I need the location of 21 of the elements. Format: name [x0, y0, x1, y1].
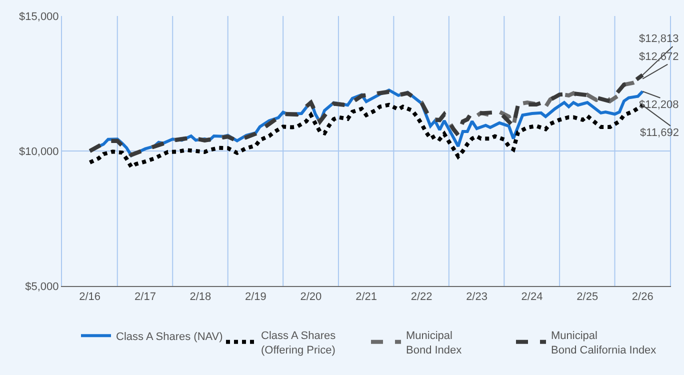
x-tick-label: 2/23 [466, 291, 488, 304]
x-tick-label: 2/22 [410, 291, 432, 304]
x-tick-label: 2/20 [300, 291, 322, 304]
legend-label: Class A Shares (Offering Price) [261, 330, 336, 356]
y-tick-label: $5,000 [25, 280, 59, 293]
x-tick-label: 2/19 [244, 291, 266, 304]
x-tick-label: 2/18 [190, 291, 212, 304]
x-tick-label: 2/16 [79, 291, 101, 304]
legend-label: Class A Shares (NAV) [116, 330, 223, 343]
annotation: $12,813 [639, 33, 679, 45]
legend-label: Municipal Bond Index [406, 330, 462, 356]
y-tick-label: $15,000 [19, 10, 59, 23]
y-tick-label: $10,000 [19, 146, 59, 158]
x-tick-label: 2/25 [576, 291, 598, 304]
x-tick-label: 2/21 [356, 291, 378, 304]
x-tick-label: 2/17 [134, 291, 156, 304]
x-tick-label: 2/26 [632, 291, 654, 304]
x-tick-label: 2/24 [521, 291, 543, 304]
legend-label: Municipal Bond California Index [551, 330, 657, 356]
annotation: $11,692 [640, 127, 679, 139]
annotation: $12,208 [639, 99, 679, 111]
